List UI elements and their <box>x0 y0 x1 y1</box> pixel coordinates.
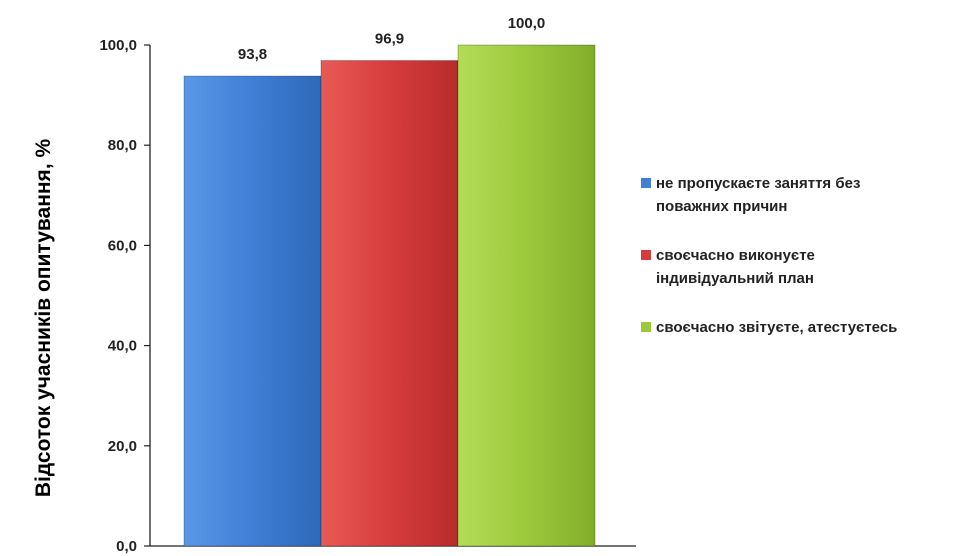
legend-item: своєчасно звітуєте, атестуєтесь <box>641 316 966 339</box>
bar <box>457 44 596 547</box>
y-axis-label: Відсоток учасників опитування, % <box>32 139 55 498</box>
bar <box>320 60 459 547</box>
bar <box>183 75 322 547</box>
bar-value-label: 100,0 <box>508 15 546 32</box>
bar-value-label: 93,8 <box>238 46 267 63</box>
y-tick-label: 0,0 <box>116 538 137 555</box>
legend-item: своєчасно виконуєте індивідуальний план <box>641 244 966 290</box>
y-tick-label: 100,0 <box>99 37 137 54</box>
legend-label: своєчасно звітуєте, атестуєтесь <box>656 319 898 336</box>
y-tick-label: 20,0 <box>108 438 137 455</box>
legend-label: своєчасно виконуєте індивідуальний план <box>656 247 815 287</box>
bar-value-label: 96,9 <box>375 31 404 48</box>
legend-label: не пропускаєте заняття без поважних причи… <box>656 175 861 215</box>
y-tick-label: 40,0 <box>108 338 137 355</box>
legend-item: не пропускаєте заняття без поважних причи… <box>641 172 966 218</box>
legend: не пропускаєте заняття без поважних причи… <box>641 172 966 365</box>
y-tick-label: 80,0 <box>108 137 137 154</box>
legend-swatch-red <box>641 250 651 260</box>
legend-swatch-green <box>641 322 651 332</box>
legend-swatch-blue <box>641 178 651 188</box>
y-tick-label: 60,0 <box>108 237 137 254</box>
